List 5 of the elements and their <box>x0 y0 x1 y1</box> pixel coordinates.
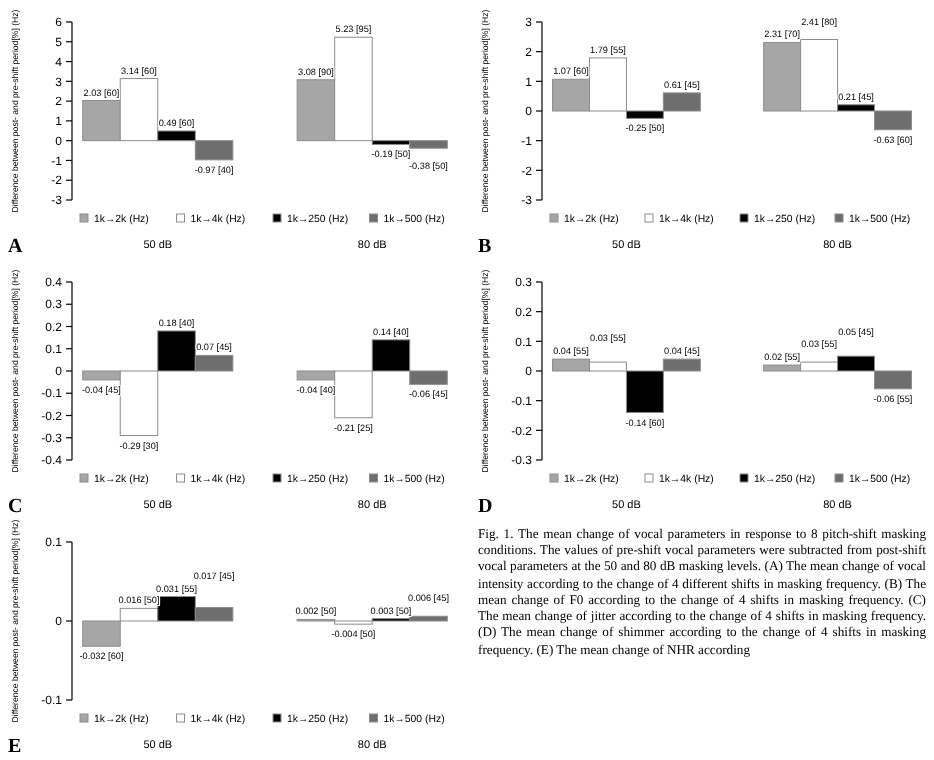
text: A <box>8 236 24 258</box>
text: C <box>8 496 23 518</box>
text: E <box>8 736 22 758</box>
text: D <box>478 496 493 518</box>
text: B <box>478 236 492 258</box>
